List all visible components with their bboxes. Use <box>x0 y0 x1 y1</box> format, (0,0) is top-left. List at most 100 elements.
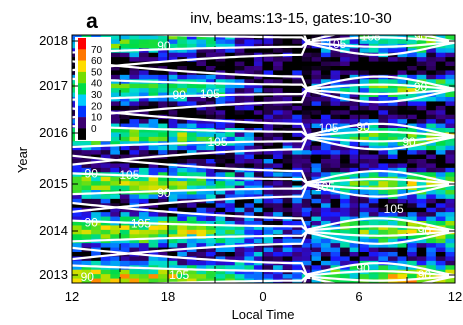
heatmap-cell <box>206 132 217 138</box>
heatmap-cell <box>148 43 159 49</box>
heatmap-cell <box>426 57 437 63</box>
heatmap-cell <box>110 154 121 160</box>
heatmap-cell <box>129 198 140 204</box>
heatmap-cell <box>311 238 322 244</box>
heatmap-cell <box>186 39 198 45</box>
heatmap-cell <box>311 163 322 169</box>
heatmap-cell <box>378 252 389 258</box>
heatmap-cell <box>340 216 351 222</box>
heatmap-cell <box>359 234 370 240</box>
heatmap-cell <box>397 61 408 67</box>
heatmap-cell <box>426 212 437 218</box>
heatmap-cell <box>100 247 111 253</box>
heatmap-cell <box>445 225 455 231</box>
heatmap-cell <box>206 48 217 54</box>
heatmap-cell <box>273 141 284 147</box>
heatmap-cell <box>397 110 408 116</box>
heatmap-cell <box>273 66 284 72</box>
heatmap-cell <box>167 110 178 116</box>
heatmap-cell <box>186 203 198 209</box>
heatmap-cell <box>253 163 265 169</box>
heatmap-cell <box>225 167 236 173</box>
heatmap-cell <box>282 39 293 45</box>
heatmap-cell <box>177 167 188 173</box>
heatmap-cell <box>378 79 389 85</box>
contour-label: 90 <box>356 120 370 134</box>
heatmap-cell <box>244 105 255 111</box>
heatmap-cell <box>349 198 360 204</box>
heatmap-cell <box>330 101 341 107</box>
heatmap-cell <box>407 181 418 187</box>
heatmap-cell <box>244 154 255 160</box>
heatmap-cell <box>148 128 159 134</box>
heatmap-cell <box>119 225 131 231</box>
heatmap-cell <box>177 185 188 191</box>
heatmap-cell <box>311 256 322 262</box>
heatmap-cell <box>215 185 226 191</box>
heatmap-cell <box>320 43 332 49</box>
heatmap-cell <box>158 88 169 94</box>
heatmap-cell <box>177 150 188 156</box>
heatmap-cell <box>349 243 360 249</box>
heatmap-cell <box>167 92 178 98</box>
heatmap-cell <box>196 88 207 94</box>
contour-label: 90 <box>402 135 416 149</box>
heatmap-cell <box>359 212 370 218</box>
heatmap-cell <box>368 39 379 45</box>
heatmap-cell <box>320 198 332 204</box>
heatmap-cell <box>330 97 341 103</box>
heatmap-cell <box>445 123 455 129</box>
heatmap-cell <box>301 163 312 169</box>
heatmap-cell <box>91 145 102 151</box>
heatmap-cell <box>206 39 217 45</box>
heatmap-cell <box>378 114 389 120</box>
heatmap-cell <box>397 132 408 138</box>
heatmap-cell <box>263 101 274 107</box>
heatmap-cell <box>110 119 121 125</box>
contour-label: 90 <box>157 186 171 200</box>
heatmap-cell <box>206 278 217 283</box>
heatmap-cell <box>167 48 178 54</box>
heatmap-cell <box>320 167 332 173</box>
heatmap-cell <box>234 238 245 244</box>
heatmap-cell <box>320 70 332 76</box>
heatmap-cell <box>435 190 447 196</box>
heatmap-cell <box>397 159 408 165</box>
heatmap-cell <box>435 39 447 45</box>
heatmap-cell <box>435 216 447 222</box>
heatmap-cell <box>263 70 274 76</box>
heatmap-cell <box>263 181 274 187</box>
heatmap-cell <box>349 132 360 138</box>
heatmap-cell <box>378 97 389 103</box>
heatmap-cell <box>359 48 370 54</box>
heatmap-cell <box>340 181 351 187</box>
heatmap-cell <box>435 203 447 209</box>
heatmap-cell <box>349 212 360 218</box>
heatmap-cell <box>244 212 255 218</box>
heatmap-cell <box>81 181 92 187</box>
heatmap-cell <box>139 110 150 116</box>
heatmap-cell <box>282 154 293 160</box>
heatmap-cell <box>206 79 217 85</box>
heatmap-cell <box>196 229 207 235</box>
heatmap-cell <box>416 48 427 54</box>
heatmap-cell <box>368 203 379 209</box>
heatmap-cell <box>282 225 293 231</box>
heatmap-cell <box>359 203 370 209</box>
heatmap-cell <box>445 159 455 165</box>
heatmap-cell <box>158 207 169 213</box>
heatmap-cell <box>349 110 360 116</box>
heatmap-cell <box>177 83 188 89</box>
heatmap-cell <box>435 92 447 98</box>
heatmap-cell <box>416 194 427 200</box>
heatmap-cell <box>445 141 455 147</box>
heatmap-cell <box>244 132 255 138</box>
heatmap-cell <box>273 83 284 89</box>
heatmap-cell <box>139 39 150 45</box>
heatmap-cell <box>196 265 207 271</box>
heatmap-cell <box>110 269 121 275</box>
heatmap-cell <box>435 252 447 258</box>
heatmap-cell <box>407 154 418 160</box>
heatmap-cell <box>110 163 121 169</box>
heatmap-cell <box>273 225 284 231</box>
